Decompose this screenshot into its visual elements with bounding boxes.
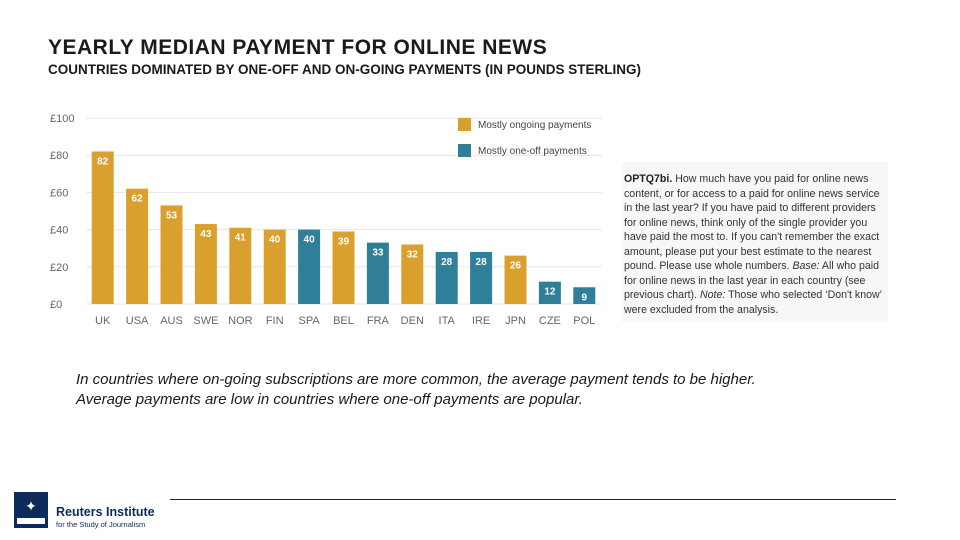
note-base-text: All who paid for online news in the last… — [624, 260, 880, 301]
bar-fra — [366, 242, 389, 304]
methodology-note: OPTQ7bi. How much have you paid for onli… — [622, 162, 888, 322]
x-tick-label: SWE — [193, 315, 218, 327]
x-tick-label: POL — [573, 315, 595, 327]
x-tick-label: SPA — [298, 315, 320, 327]
chart-title: YEARLY MEDIAN PAYMENT FOR ONLINE NEWS — [48, 36, 548, 59]
bar-swe — [194, 224, 217, 304]
x-tick-label: AUS — [160, 315, 183, 327]
caption-line-1: In countries where on-going subscription… — [76, 371, 756, 388]
legend-swatch-oneoff — [458, 144, 471, 157]
logo-name: Reuters Institute — [56, 505, 155, 519]
bar-uk — [91, 151, 114, 304]
chart-subtitle: COUNTRIES DOMINATED BY ONE-OFF AND ON-GO… — [48, 62, 642, 77]
legend-label-oneoff: Mostly one-off payments — [478, 146, 587, 157]
legend-swatch-ongoing — [458, 118, 471, 131]
caption: In countries where on-going subscription… — [76, 370, 836, 410]
bar-value-label: 53 — [166, 210, 178, 221]
bar-value-label: 32 — [407, 249, 419, 260]
x-tick-label: DEN — [401, 315, 424, 327]
note-question-id: OPTQ7bi. — [624, 173, 673, 185]
x-tick-label: BEL — [333, 315, 354, 327]
bar-value-label: 26 — [510, 261, 522, 272]
note-question: How much have you paid for online news c… — [624, 173, 880, 272]
bar-aus — [160, 205, 183, 304]
x-tick-label: NOR — [228, 315, 253, 327]
bar-den — [401, 244, 424, 304]
bar-value-label: 40 — [304, 235, 316, 246]
bar-value-label: 33 — [372, 248, 384, 259]
bar-bel — [332, 231, 355, 304]
y-tick-label: £80 — [50, 150, 68, 162]
x-tick-label: FIN — [266, 315, 284, 327]
bar-usa — [126, 188, 149, 304]
note-base-label: Base: — [792, 260, 820, 272]
y-tick-label: £0 — [50, 299, 62, 311]
bar-value-label: 28 — [476, 257, 488, 268]
oxford-crest-icon: ✦ — [14, 492, 48, 528]
y-tick-label: £60 — [50, 187, 68, 199]
bar-cze — [538, 281, 561, 304]
bar-value-label: 9 — [582, 292, 588, 303]
x-tick-label: JPN — [505, 315, 526, 327]
x-tick-label: USA — [126, 315, 149, 327]
x-tick-label: ITA — [439, 315, 456, 327]
x-tick-label: IRE — [472, 315, 490, 327]
bar-value-label: 62 — [132, 194, 144, 205]
note-note-text: Those who selected ‘Don't know’ were exc… — [624, 289, 882, 316]
logo-subtitle: for the Study of Journalism — [56, 520, 146, 529]
y-tick-label: £20 — [50, 262, 68, 274]
caption-line-2: Average payments are low in countries wh… — [76, 391, 583, 408]
x-tick-label: UK — [95, 315, 111, 327]
y-tick-label: £40 — [50, 225, 68, 237]
x-tick-label: FRA — [367, 315, 390, 327]
note-note-label: Note: — [699, 289, 726, 301]
bar-value-label: 82 — [97, 156, 109, 167]
y-tick-label: £100 — [50, 113, 74, 125]
bar-value-label: 12 — [544, 287, 556, 298]
bar-pol — [573, 287, 596, 304]
bar-jpn — [504, 255, 527, 304]
bar-value-label: 39 — [338, 236, 350, 247]
bar-chart: £0 £20 £40 £60 £80 £100 82 UK 62 USA 53 AUS 43 SWE 41 N… — [50, 113, 602, 327]
x-tick-label: CZE — [539, 315, 561, 327]
bar-ita — [435, 251, 458, 304]
bar-nor — [229, 227, 252, 304]
bar-value-label: 28 — [441, 257, 453, 268]
footer-divider — [170, 499, 896, 500]
bar-value-label: 40 — [269, 235, 281, 246]
bar-value-label: 43 — [200, 229, 212, 240]
legend-label-ongoing: Mostly ongoing payments — [478, 120, 591, 131]
bar-ire — [470, 251, 493, 304]
bar-spa — [298, 229, 321, 304]
bar-fin — [263, 229, 286, 304]
bar-value-label: 41 — [235, 233, 247, 244]
